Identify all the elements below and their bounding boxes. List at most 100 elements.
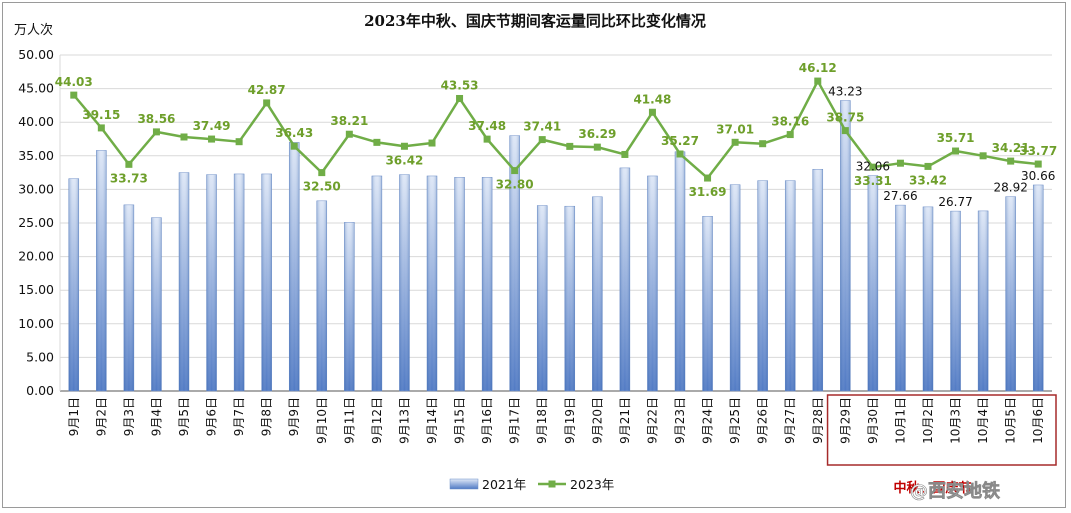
bar-shade [950, 211, 961, 391]
line-data-label: 38.21 [330, 114, 368, 128]
line-marker [731, 138, 739, 146]
line-data-label: 44.03 [55, 75, 93, 89]
x-tick-label: 9月22日 [645, 397, 659, 444]
x-tick-label: 9月11日 [342, 397, 356, 444]
bar-shade [344, 222, 355, 391]
x-tick-label: 9月8日 [260, 397, 274, 436]
x-tick-label: 9月24日 [701, 397, 715, 444]
x-tick-label: 9月19日 [563, 397, 577, 444]
line-data-label: 35.27 [661, 134, 699, 148]
x-tick-label: 9月18日 [535, 397, 549, 444]
line-data-label: 32.80 [496, 178, 534, 192]
legend: 2021年 2023年 [449, 477, 614, 492]
x-tick-label: 9月27日 [783, 397, 797, 444]
bar-shade [812, 169, 823, 391]
x-tick-label: 9月4日 [149, 397, 163, 436]
y-tick-label: 50.00 [18, 47, 54, 62]
line-marker [704, 174, 712, 182]
line-marker [979, 152, 987, 160]
line-marker [180, 133, 188, 141]
line-data-label: 37.01 [716, 122, 754, 136]
line-marker [152, 128, 160, 136]
bar-shade [96, 150, 107, 391]
line-data-label: 46.12 [799, 61, 837, 75]
bar-shade [68, 178, 79, 391]
bar-shade [978, 210, 989, 391]
x-tick-label: 9月26日 [756, 397, 770, 444]
line-marker [483, 135, 491, 143]
x-tick-label: 9月25日 [728, 397, 742, 444]
line-series-2023 [70, 77, 1042, 182]
line-marker [97, 124, 105, 132]
bar-shade [509, 135, 520, 391]
bar-shade [206, 174, 217, 391]
y-tick-label: 10.00 [18, 316, 54, 331]
bar-data-label: 32.06 [856, 160, 890, 174]
x-tick-label: 10月6日 [1031, 397, 1045, 444]
line-data-label: 37.49 [193, 119, 231, 133]
y-tick-label: 30.00 [18, 181, 54, 196]
holiday-highlight: 中秋、国庆节@西安地铁 [826, 394, 1057, 502]
x-tick-label: 10月2日 [921, 397, 935, 444]
bar-shade [895, 205, 906, 391]
line-marker [676, 150, 684, 158]
y-tick-label: 5.00 [26, 349, 54, 364]
line-marker [263, 99, 271, 107]
bar-shade [592, 196, 603, 391]
y-tick-label: 35.00 [18, 148, 54, 163]
line-marker [593, 143, 601, 151]
line-data-label: 41.48 [633, 92, 671, 106]
x-tick-label: 9月9日 [287, 397, 301, 436]
line-marker [1034, 160, 1042, 168]
x-tick-label: 9月20日 [590, 397, 604, 444]
line-marker [621, 150, 629, 158]
x-tick-label: 10月4日 [976, 397, 990, 444]
line-marker [566, 142, 574, 150]
x-tick-label: 9月6日 [205, 397, 219, 436]
x-tick-label: 9月3日 [122, 397, 136, 436]
bar-shade [316, 200, 327, 391]
line-marker [814, 77, 822, 85]
bar-shade [261, 173, 272, 391]
bar-data-label: 26.77 [938, 195, 972, 209]
bar-shade [730, 184, 741, 391]
line-data-label: 36.43 [275, 126, 313, 140]
line-data-label: 31.69 [689, 185, 727, 199]
line-data-label: 36.29 [578, 127, 616, 141]
line-path [72, 79, 1039, 180]
x-tick-label: 9月30日 [866, 397, 880, 444]
x-tick-label: 9月16日 [480, 397, 494, 444]
line-marker [896, 159, 904, 167]
line-marker [511, 167, 519, 175]
line-data-label: 33.73 [110, 171, 148, 185]
bar-shade [179, 172, 189, 391]
bar-data-label: 27.66 [883, 189, 917, 203]
bar-shade [234, 173, 245, 391]
line-data-label: 36.42 [385, 153, 423, 167]
bar-series-2021 [68, 100, 1044, 392]
line-data-label: 33.77 [1019, 144, 1057, 158]
bar-data-label: 28.92 [993, 181, 1027, 195]
line-data-label: 37.41 [523, 120, 561, 134]
bar-shade [151, 217, 162, 391]
line-marker [318, 169, 326, 177]
x-tick-label: 9月2日 [94, 397, 108, 436]
y-tick-label: 45.00 [18, 81, 54, 96]
x-tick-label: 9月29日 [838, 397, 852, 444]
bar-shade [840, 100, 851, 392]
legend-label-2023: 2023年 [570, 477, 614, 492]
line-marker [428, 139, 436, 147]
x-tick-label: 9月28日 [811, 397, 825, 444]
gridlines [59, 54, 1052, 392]
highlight-label: 中秋、国庆节 [894, 480, 972, 496]
line-data-label: 38.16 [771, 115, 809, 129]
line-data-label: 42.87 [248, 83, 286, 97]
x-tick-label: 9月17日 [508, 397, 522, 444]
bar-data-label: 43.23 [828, 84, 862, 98]
line-marker [924, 162, 932, 170]
line-data-label: 35.71 [937, 131, 975, 145]
line-data-label: 34.21 [992, 141, 1030, 155]
x-tick-label: 9月10日 [315, 397, 329, 444]
line-marker [456, 94, 464, 102]
